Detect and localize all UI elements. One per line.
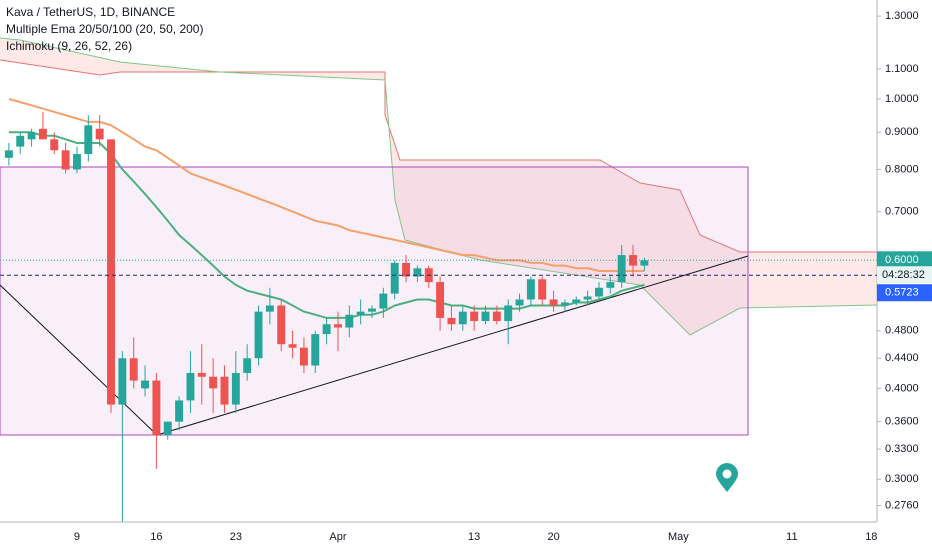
candle-body <box>481 311 490 322</box>
candle-body <box>231 372 240 405</box>
legend-indicator: Multiple Ema 20/50/100 (20, 50, 200) <box>6 22 203 36</box>
candle-body <box>390 262 399 294</box>
marker-price-tag <box>877 284 932 302</box>
candle-body <box>95 128 104 140</box>
candle-body <box>345 314 354 328</box>
candle-body <box>175 400 184 422</box>
countdown: 04:28:32 <box>882 269 925 281</box>
candle-body <box>504 305 513 322</box>
candle-body <box>141 380 150 389</box>
candle-body <box>152 380 161 436</box>
candle-body <box>526 279 535 300</box>
candle-body <box>595 287 603 297</box>
candle-body <box>356 311 365 315</box>
candle-body <box>379 293 388 309</box>
candle-body <box>72 154 81 170</box>
candle-body <box>368 308 376 312</box>
y-tick-label: 0.4000 <box>885 382 919 394</box>
candle-body <box>61 150 70 170</box>
x-tick-label: Apr <box>329 531 346 543</box>
candle-body <box>220 376 229 405</box>
last-price-label: 0.6000 <box>885 254 919 266</box>
candle-body <box>402 262 411 277</box>
y-tick-label: 1.0000 <box>885 93 919 105</box>
y-tick-label: 0.3300 <box>885 443 919 455</box>
x-tick-label: 16 <box>150 531 162 543</box>
candle-body <box>254 311 263 359</box>
candle-body <box>333 324 342 328</box>
candle-body <box>243 358 252 373</box>
candle-body <box>163 421 172 436</box>
candle-body <box>322 324 331 335</box>
candle-body <box>4 150 13 158</box>
y-tick-label: 1.3000 <box>885 10 919 22</box>
candle-body <box>640 260 649 266</box>
y-tick-label: 0.2760 <box>885 499 919 511</box>
candle-body <box>107 139 115 405</box>
candle-body <box>299 347 308 366</box>
candle-body <box>492 311 501 322</box>
candle-body <box>538 279 547 300</box>
location-pin <box>716 463 738 492</box>
candle-body <box>209 376 218 389</box>
candle-body <box>265 305 274 312</box>
y-tick-label: 0.4400 <box>885 352 919 364</box>
last-price-tag <box>877 251 932 270</box>
candle-body <box>311 334 320 366</box>
candle-body <box>50 139 59 151</box>
legend-indicator: Ichimoku (9, 26, 52, 26) <box>6 39 132 53</box>
candle-body <box>118 358 127 405</box>
legend: Kava / TetherUS, 1D, BINANCE Multiple Em… <box>6 5 203 53</box>
candle-body <box>27 132 36 140</box>
candle-body <box>277 305 286 345</box>
y-tick-label: 0.7000 <box>885 206 919 218</box>
marks <box>4 98 649 522</box>
x-tick-label: 18 <box>865 531 877 543</box>
candle-body <box>16 135 25 147</box>
candle-body <box>515 299 524 306</box>
y-tick-label: 0.9000 <box>885 126 919 138</box>
candle-body <box>560 302 569 306</box>
y-tick-label: 0.3000 <box>885 473 919 485</box>
indicator-line <box>8 98 645 272</box>
candle-body <box>197 372 206 377</box>
candle-body <box>447 317 456 325</box>
candle-body <box>288 344 297 348</box>
candle-body <box>606 282 615 288</box>
candle-body <box>186 372 195 401</box>
candle-body <box>458 311 467 325</box>
candle-body <box>549 299 558 306</box>
candle-body <box>413 268 422 277</box>
candle-body <box>84 125 93 155</box>
x-tick-label: 13 <box>468 531 480 543</box>
x-tick-label: 23 <box>230 531 242 543</box>
x-tick-label: 11 <box>786 531 797 543</box>
candle-body <box>436 282 445 318</box>
x-tick-label: 9 <box>74 531 80 543</box>
y-tick-label: 0.8000 <box>885 163 919 175</box>
candle-body <box>38 128 47 140</box>
x-tick-label: 20 <box>547 531 559 543</box>
ichimoku-span-b <box>0 37 877 336</box>
countdown-tag <box>877 266 932 284</box>
x-tick-label: May <box>668 531 689 543</box>
candle-body <box>617 255 626 283</box>
y-tick-label: 1.1000 <box>885 63 919 75</box>
candle-body <box>572 299 581 303</box>
marker-price-label: 0.5723 <box>885 287 919 299</box>
legend-title: Kava / TetherUS, 1D, BINANCE <box>6 5 175 19</box>
candle-body <box>129 358 138 381</box>
y-tick-label: 0.3600 <box>885 416 919 428</box>
candle-body <box>470 311 479 322</box>
y-tick-label: 0.4800 <box>885 325 919 337</box>
candle-body <box>583 296 592 300</box>
ichimoku-span-a <box>0 59 877 253</box>
